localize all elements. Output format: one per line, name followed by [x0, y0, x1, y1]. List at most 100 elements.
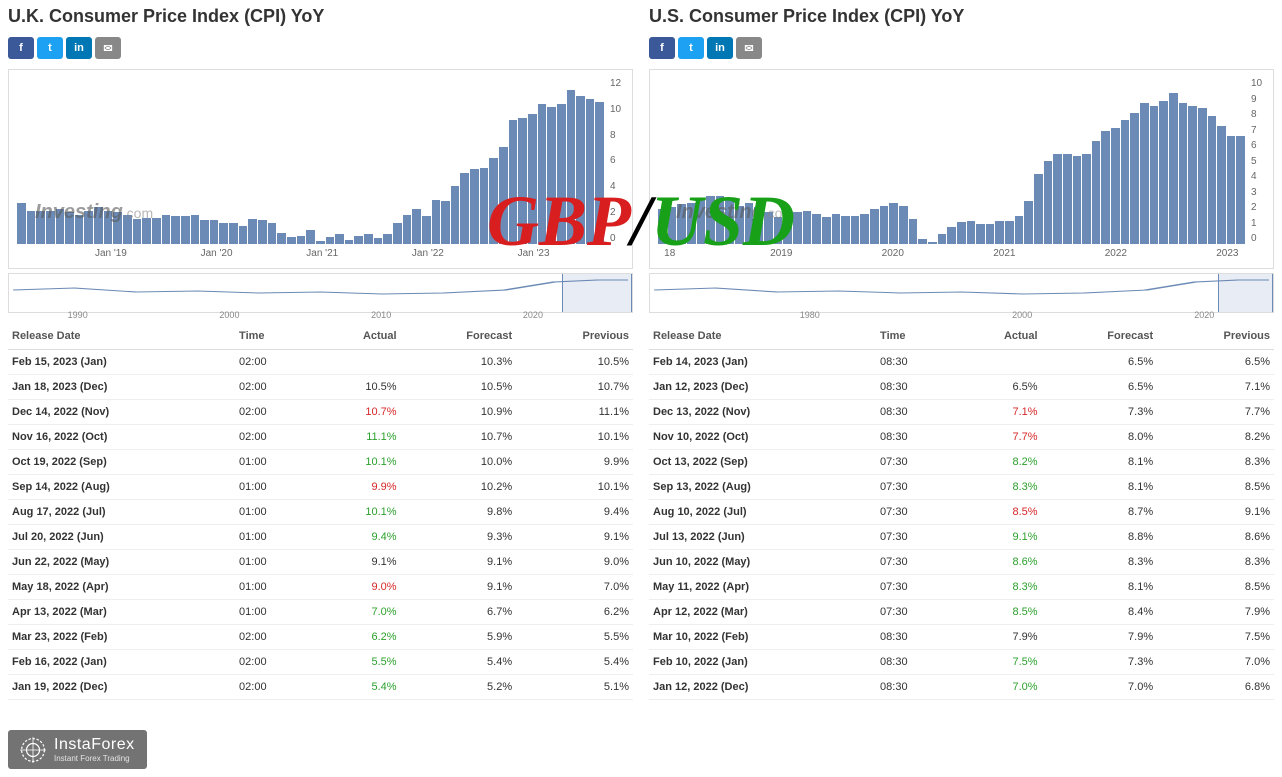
linkedin-icon[interactable]: in: [707, 37, 733, 59]
table-row[interactable]: Feb 15, 2023 (Jan)02:0010.3%10.5%: [8, 350, 633, 375]
table-row[interactable]: May 11, 2022 (Apr)07:308.3%8.1%8.5%: [649, 575, 1274, 600]
cell-previous: 9.4%: [516, 500, 633, 525]
bar: [1236, 136, 1245, 244]
table-row[interactable]: Dec 14, 2022 (Nov)02:0010.7%10.9%11.1%: [8, 400, 633, 425]
column-header[interactable]: Previous: [1157, 323, 1274, 350]
email-icon[interactable]: ✉: [95, 37, 121, 59]
mini-x-tick: 2000: [219, 310, 239, 320]
cell-forecast: 10.9%: [401, 400, 517, 425]
cell-actual: 11.1%: [311, 425, 400, 450]
email-icon[interactable]: ✉: [736, 37, 762, 59]
bar: [335, 234, 344, 244]
cell-forecast: 8.1%: [1042, 575, 1158, 600]
table-row[interactable]: Feb 14, 2023 (Jan)08:306.5%6.5%: [649, 350, 1274, 375]
column-header[interactable]: Actual: [311, 323, 400, 350]
bar: [841, 216, 850, 244]
cell-actual: 7.7%: [952, 425, 1041, 450]
bar: [393, 223, 402, 244]
x-tick: 2022: [1105, 248, 1127, 259]
y-tick: 3: [1251, 187, 1273, 198]
bar: [793, 212, 802, 244]
bar: [27, 211, 36, 244]
bar: [870, 209, 879, 244]
facebook-icon[interactable]: f: [8, 37, 34, 59]
table-row[interactable]: Nov 16, 2022 (Oct)02:0011.1%10.7%10.1%: [8, 425, 633, 450]
bar: [1024, 201, 1033, 244]
bar: [354, 236, 363, 244]
column-header[interactable]: Time: [235, 323, 311, 350]
cell-forecast: 5.4%: [401, 650, 517, 675]
table-row[interactable]: Sep 14, 2022 (Aug)01:009.9%10.2%10.1%: [8, 475, 633, 500]
bar-chart[interactable]: Investing.com121086420Jan '19Jan '20Jan …: [8, 69, 633, 269]
x-tick: 18: [664, 248, 675, 259]
table-row[interactable]: Dec 13, 2022 (Nov)08:307.1%7.3%7.7%: [649, 400, 1274, 425]
bar: [210, 220, 219, 244]
table-row[interactable]: Nov 10, 2022 (Oct)08:307.7%8.0%8.2%: [649, 425, 1274, 450]
y-axis: 121086420: [606, 78, 632, 244]
column-header[interactable]: Time: [876, 323, 952, 350]
logo-tagline: Instant Forex Trading: [54, 754, 135, 763]
column-header[interactable]: Actual: [952, 323, 1041, 350]
table-row[interactable]: Jul 13, 2022 (Jun)07:309.1%8.8%8.6%: [649, 525, 1274, 550]
table-row[interactable]: Aug 17, 2022 (Jul)01:0010.1%9.8%9.4%: [8, 500, 633, 525]
root: U.K. Consumer Price Index (CPI) YoYftin✉…: [0, 0, 1282, 777]
column-header[interactable]: Previous: [516, 323, 633, 350]
cell-time: 08:30: [876, 650, 952, 675]
bar: [383, 234, 392, 244]
table-row[interactable]: Apr 13, 2022 (Mar)01:007.0%6.7%6.2%: [8, 600, 633, 625]
bar: [938, 234, 947, 244]
facebook-icon[interactable]: f: [649, 37, 675, 59]
bar-chart[interactable]: Investing.com109876543210182019202020212…: [649, 69, 1274, 269]
table-row[interactable]: May 18, 2022 (Apr)01:009.0%9.1%7.0%: [8, 575, 633, 600]
column-header[interactable]: Forecast: [1042, 323, 1158, 350]
table-row[interactable]: Aug 10, 2022 (Jul)07:308.5%8.7%9.1%: [649, 500, 1274, 525]
bar: [1198, 108, 1207, 244]
table-row[interactable]: Jan 12, 2022 (Dec)08:307.0%7.0%6.8%: [649, 675, 1274, 700]
linkedin-icon[interactable]: in: [66, 37, 92, 59]
table-row[interactable]: Oct 13, 2022 (Sep)07:308.2%8.1%8.3%: [649, 450, 1274, 475]
range-handle[interactable]: [1218, 274, 1273, 312]
bar: [441, 201, 450, 244]
range-selector[interactable]: 1990200020102020: [8, 273, 633, 313]
table-row[interactable]: Mar 23, 2022 (Feb)02:006.2%5.9%5.5%: [8, 625, 633, 650]
table-row[interactable]: Sep 13, 2022 (Aug)07:308.3%8.1%8.5%: [649, 475, 1274, 500]
mini-x-tick: 1980: [800, 310, 820, 320]
cell-actual: 7.1%: [952, 400, 1041, 425]
table-row[interactable]: Mar 10, 2022 (Feb)08:307.9%7.9%7.5%: [649, 625, 1274, 650]
cell-time: 08:30: [876, 625, 952, 650]
column-header[interactable]: Release Date: [8, 323, 235, 350]
cell-forecast: 9.1%: [401, 550, 517, 575]
range-handle[interactable]: [562, 274, 632, 312]
column-header[interactable]: Forecast: [401, 323, 517, 350]
cell-time: 07:30: [876, 575, 952, 600]
table-row[interactable]: Jun 22, 2022 (May)01:009.1%9.1%9.0%: [8, 550, 633, 575]
table-row[interactable]: Feb 16, 2022 (Jan)02:005.5%5.4%5.4%: [8, 650, 633, 675]
table-row[interactable]: Jan 12, 2023 (Dec)08:306.5%6.5%7.1%: [649, 375, 1274, 400]
table-row[interactable]: Feb 10, 2022 (Jan)08:307.5%7.3%7.0%: [649, 650, 1274, 675]
range-selector[interactable]: 198020002020: [649, 273, 1274, 313]
table-row[interactable]: Jan 19, 2022 (Dec)02:005.4%5.2%5.1%: [8, 675, 633, 700]
twitter-icon[interactable]: t: [678, 37, 704, 59]
cell-forecast: 10.7%: [401, 425, 517, 450]
cell-previous: 10.5%: [516, 350, 633, 375]
table-header-row: Release DateTimeActualForecastPrevious: [649, 323, 1274, 350]
table-row[interactable]: Oct 19, 2022 (Sep)01:0010.1%10.0%9.9%: [8, 450, 633, 475]
cell-actual: 6.2%: [311, 625, 400, 650]
bar: [986, 224, 995, 244]
bar: [547, 107, 556, 244]
cell-release-date: Mar 23, 2022 (Feb): [8, 625, 235, 650]
cell-actual: 7.0%: [952, 675, 1041, 700]
x-axis: 1820192020202120222023: [658, 248, 1245, 264]
table-row[interactable]: Jun 10, 2022 (May)07:308.6%8.3%8.3%: [649, 550, 1274, 575]
column-header[interactable]: Release Date: [649, 323, 876, 350]
cell-time: 02:00: [235, 425, 311, 450]
chart-area: Investing.com: [17, 78, 604, 244]
cell-previous: 9.1%: [1157, 500, 1274, 525]
cell-release-date: Dec 14, 2022 (Nov): [8, 400, 235, 425]
table-row[interactable]: Apr 12, 2022 (Mar)07:308.5%8.4%7.9%: [649, 600, 1274, 625]
cell-actual: 8.2%: [952, 450, 1041, 475]
cell-forecast: 9.8%: [401, 500, 517, 525]
table-row[interactable]: Jul 20, 2022 (Jun)01:009.4%9.3%9.1%: [8, 525, 633, 550]
table-row[interactable]: Jan 18, 2023 (Dec)02:0010.5%10.5%10.7%: [8, 375, 633, 400]
twitter-icon[interactable]: t: [37, 37, 63, 59]
